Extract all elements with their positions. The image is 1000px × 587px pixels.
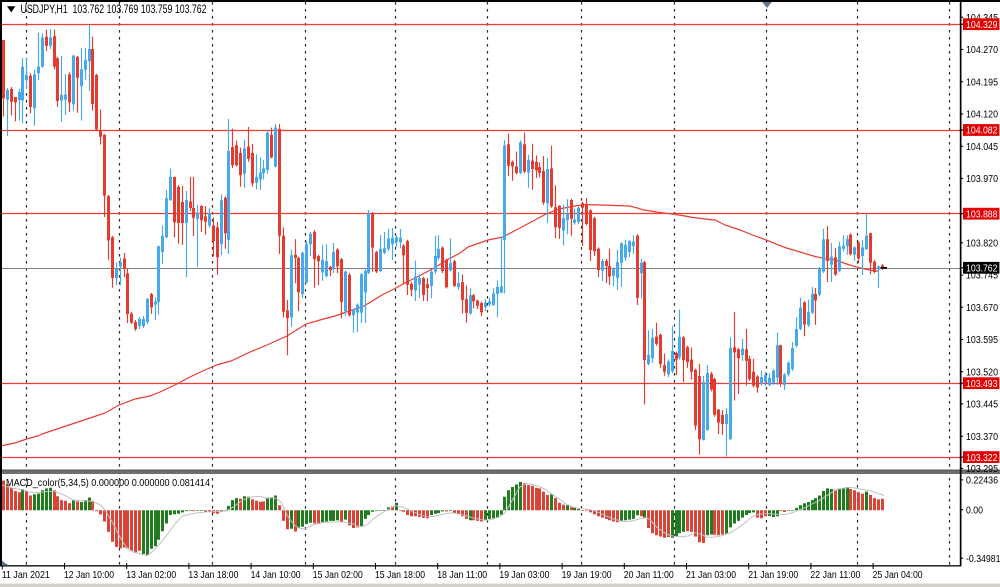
svg-text:104.195: 104.195 [966,77,998,88]
svg-text:103.595: 103.595 [966,335,998,346]
svg-text:USDJPY,H1 103.762 103.769 103: USDJPY,H1 103.762 103.769 103.759 103.76… [21,3,207,16]
svg-text:103.493: 103.493 [966,379,998,390]
svg-text:12 Jan 10:00: 12 Jan 10:00 [64,569,114,581]
svg-text:103.670: 103.670 [966,303,998,314]
svg-text:-0.34981: -0.34981 [966,554,1000,565]
svg-text:103.888: 103.888 [966,209,998,220]
svg-text:18 Jan 11:00: 18 Jan 11:00 [437,569,487,581]
svg-text:21 Jan 03:00: 21 Jan 03:00 [686,569,736,581]
svg-text:15 Jan 02:00: 15 Jan 02:00 [313,569,363,581]
svg-text:103.745: 103.745 [966,271,998,282]
svg-text:103.970: 103.970 [966,174,998,185]
svg-text:104.329: 104.329 [966,20,998,31]
svg-text:15 Jan 18:00: 15 Jan 18:00 [375,569,425,581]
svg-text:13 Jan 02:00: 13 Jan 02:00 [126,569,176,581]
svg-text:103.520: 103.520 [966,367,998,378]
svg-text:21 Jan 19:00: 21 Jan 19:00 [748,569,798,581]
svg-text:19 Jan 19:00: 19 Jan 19:00 [562,569,612,581]
svg-text:11 Jan 2021: 11 Jan 2021 [2,569,50,581]
svg-text:103.445: 103.445 [966,400,998,411]
svg-text:103.370: 103.370 [966,432,998,443]
svg-text:14 Jan 10:00: 14 Jan 10:00 [251,569,301,581]
svg-text:13 Jan 18:00: 13 Jan 18:00 [188,569,238,581]
svg-text:0.00: 0.00 [966,505,983,516]
svg-text:104.082: 104.082 [966,126,998,137]
svg-text:103.295: 103.295 [966,464,998,475]
svg-text:19 Jan 03:00: 19 Jan 03:00 [499,569,549,581]
svg-text:103.820: 103.820 [966,238,998,249]
svg-text:103.762: 103.762 [966,264,998,275]
svg-text:0.22436: 0.22436 [966,476,998,487]
svg-text:104.270: 104.270 [966,45,998,56]
svg-text:MACD_color(5,34,5) 0.000000 0.: MACD_color(5,34,5) 0.000000 0.000000 0.0… [6,478,211,489]
svg-text:25 Jan 04:00: 25 Jan 04:00 [873,569,923,581]
svg-text:20 Jan 11:00: 20 Jan 11:00 [624,569,674,581]
svg-text:103.322: 103.322 [966,453,998,464]
svg-text:104.120: 104.120 [966,110,998,121]
svg-text:104.045: 104.045 [966,142,998,153]
svg-text:22 Jan 11:00: 22 Jan 11:00 [810,569,860,581]
